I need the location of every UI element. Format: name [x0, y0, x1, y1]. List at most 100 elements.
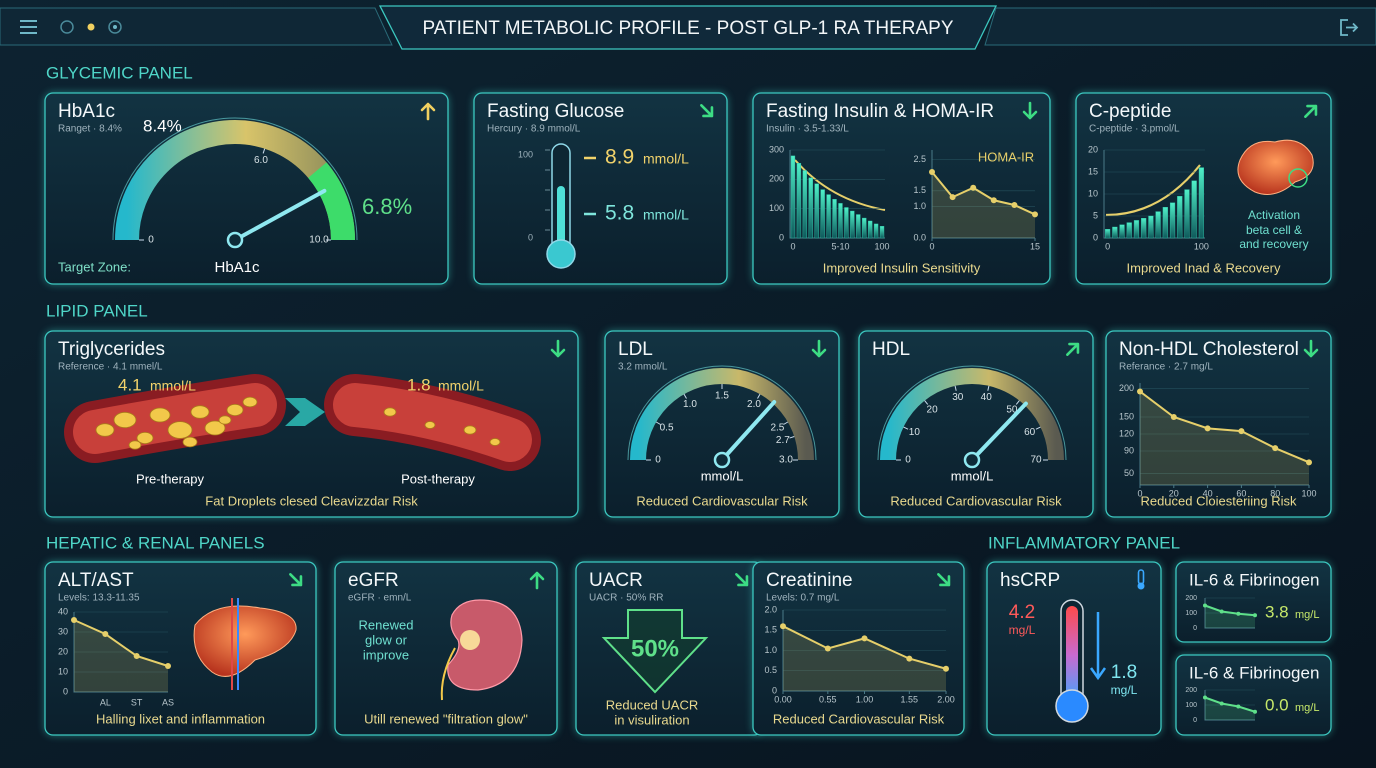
card-label: Pre-therapy	[136, 471, 204, 486]
axis-line	[1204, 598, 1255, 629]
kidney-glow	[460, 630, 480, 650]
line	[1204, 696, 1256, 713]
y-tick-label: 100	[769, 203, 784, 213]
bar	[1148, 215, 1154, 239]
fat-droplet	[190, 405, 210, 419]
y-tick-label: 20	[58, 646, 68, 656]
status-dot[interactable]	[87, 23, 95, 31]
fat-droplet	[226, 403, 244, 416]
data-point	[133, 653, 140, 659]
gauge-tick-label: 20	[927, 405, 939, 416]
card-label: Renewed	[359, 617, 414, 632]
y-tick-label: 0	[772, 685, 777, 695]
tick-mark	[903, 426, 909, 430]
card-subtitle: UACR · 50% RR	[589, 593, 663, 604]
card-label: glow or	[365, 632, 408, 647]
reduction-arrow	[601, 609, 709, 694]
x-tick-label: ST	[131, 697, 143, 707]
line	[931, 171, 1036, 216]
card-subtitle: Levels: 13.3-11.35	[58, 593, 140, 604]
card-label: 50%	[631, 635, 679, 662]
y-tick-label: 150	[1119, 411, 1134, 421]
trend-arrow	[1303, 339, 1319, 358]
card-footer: Reduced Cardiovascular Risk	[636, 493, 808, 508]
gauge-tick-label: 0.5	[660, 423, 674, 434]
trend-icon	[550, 339, 566, 358]
fat-droplet	[149, 407, 171, 423]
x-tick-label: 100	[1194, 241, 1209, 251]
card	[1105, 330, 1332, 518]
fat-droplet	[424, 421, 436, 429]
menu-icon[interactable]	[20, 20, 37, 34]
y-tick-label: 0	[63, 686, 68, 696]
y-tick-label: 200	[1185, 595, 1197, 602]
x-tick-label: 0	[790, 241, 795, 251]
thermometer-fill	[557, 186, 565, 254]
card-title: UACR	[589, 570, 643, 591]
gauge-tick-label: 1.5	[715, 391, 729, 402]
bar	[1105, 228, 1111, 239]
trend-icon	[289, 573, 303, 587]
axis-line	[73, 612, 168, 693]
trend-curve	[1105, 164, 1201, 217]
card-footer: Fat Droplets clesed Cleavizzdar Risk	[205, 493, 418, 508]
reading-unit: mmol/L	[150, 378, 196, 394]
fat-droplet	[242, 396, 258, 408]
gauge-tick-label: 0	[905, 455, 911, 466]
gauge-tick-label: 0	[148, 235, 154, 246]
top-bar-left	[0, 7, 393, 46]
y-tick-label: 200	[1119, 383, 1134, 393]
gauge-rim	[877, 365, 1067, 461]
reading-unit: mmol/L	[643, 207, 689, 223]
card-title: Fasting Insulin & HOMA-IR	[766, 101, 994, 122]
bar	[1198, 167, 1204, 239]
transition-arrow	[285, 398, 325, 426]
gauge-value-label: 8.4%	[143, 116, 182, 135]
y-tick-label: 0.5	[764, 665, 777, 675]
card	[473, 92, 728, 285]
bar	[867, 220, 873, 239]
card-label: mmol/L	[701, 468, 744, 483]
card-title: ALT/AST	[58, 570, 134, 591]
data-point	[780, 623, 786, 630]
data-point	[1219, 609, 1224, 614]
gauge-rim	[627, 365, 817, 461]
trend-arrow	[1304, 104, 1318, 118]
card	[1175, 561, 1332, 643]
trend-arrow	[735, 573, 749, 587]
status-dot[interactable]	[60, 20, 74, 34]
y-tick-label: 2.0	[764, 604, 777, 614]
trend-arrow	[700, 104, 714, 118]
card-subtitle: Insulin · 3.5-1.33/L	[766, 124, 849, 135]
status-dot[interactable]	[108, 20, 122, 34]
fat-droplet	[113, 411, 137, 429]
y-tick-label: 0	[1193, 717, 1197, 724]
trend-icon	[1066, 342, 1080, 356]
line	[73, 619, 169, 667]
bar	[820, 189, 825, 239]
bar	[1119, 224, 1125, 239]
card	[1175, 654, 1332, 736]
gauge-needle	[233, 188, 327, 242]
card-title: Fasting Glucose	[487, 101, 624, 122]
bar	[1112, 226, 1118, 239]
x-tick-label: 1.00	[856, 694, 874, 704]
gauge-tick-label: 30	[952, 392, 964, 403]
exit-icon[interactable]	[1340, 19, 1359, 36]
reading-value: 4.1	[118, 375, 142, 394]
gauge-tick-label: 0	[655, 455, 661, 466]
line-area	[74, 620, 168, 692]
x-tick-label: 60	[1236, 488, 1246, 498]
gauge-tick-label: 10.0	[309, 235, 329, 246]
reading-value: 8.9	[605, 146, 634, 169]
trend-arrow	[1022, 101, 1038, 120]
data-point	[1272, 445, 1279, 452]
bar	[879, 226, 885, 239]
reduction-arrow	[1089, 612, 1107, 681]
top-bar: PATIENT METABOLIC PROFILE - POST GLP-1 R…	[0, 5, 1376, 50]
reading-unit: mg/L	[1295, 702, 1319, 714]
card-subtitle: eGFR · emn/L	[348, 593, 412, 604]
card-footer: Halling lixet and inflammation	[96, 711, 265, 726]
card-subtitle: Referance · 2.7 mg/L	[1119, 362, 1213, 373]
